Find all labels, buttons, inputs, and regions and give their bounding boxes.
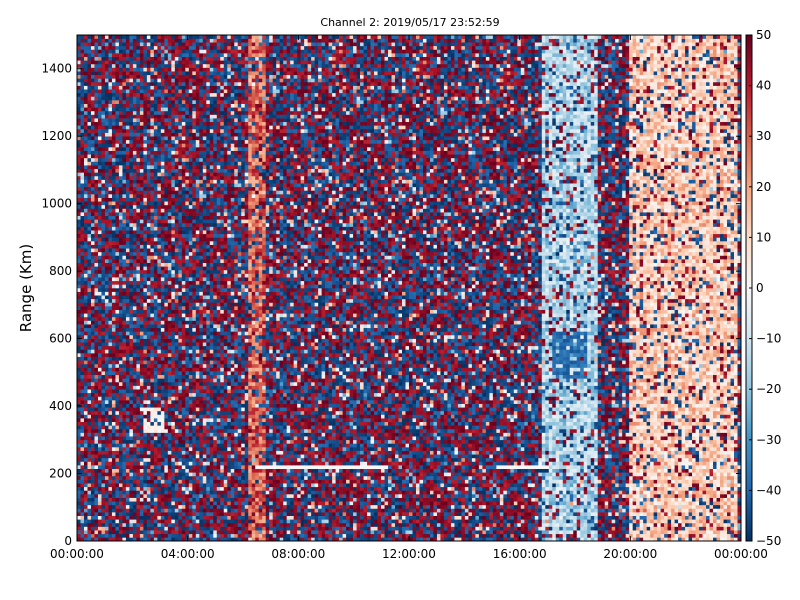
y-tick-label: 1200 bbox=[41, 129, 72, 143]
colorbar-tick-label: −30 bbox=[756, 433, 781, 447]
colorbar-tick-label: −40 bbox=[756, 483, 781, 497]
colorbar-tick-label: 50 bbox=[756, 28, 771, 42]
colorbar-tick-label: 10 bbox=[756, 230, 771, 244]
y-tick-label: 0 bbox=[64, 534, 72, 548]
y-tick-label: 400 bbox=[49, 399, 72, 413]
x-tick-label: 08:00:00 bbox=[271, 547, 325, 561]
y-tick-label: 200 bbox=[49, 467, 72, 481]
x-tick-label: 16:00:00 bbox=[493, 547, 547, 561]
colorbar-tick-label: 30 bbox=[756, 129, 771, 143]
y-axis-label: Range (Km) bbox=[17, 244, 35, 332]
y-tick-label: 1000 bbox=[41, 197, 72, 211]
x-tick-label: 20:00:00 bbox=[603, 547, 657, 561]
x-tick-label: 04:00:00 bbox=[161, 547, 215, 561]
colorbar-tick-label: 40 bbox=[756, 79, 771, 93]
colorbar-tick-label: −50 bbox=[756, 534, 781, 548]
colorbar-tick-label: −10 bbox=[756, 332, 781, 346]
y-tick-label: 800 bbox=[49, 264, 72, 278]
x-tick-label: 12:00:00 bbox=[382, 547, 436, 561]
colorbar-tick-label: 20 bbox=[756, 180, 771, 194]
x-tick-label: 00:00:00 bbox=[50, 547, 104, 561]
heatmap-plot-area bbox=[77, 35, 741, 541]
x-tick-label: 00:00:00 bbox=[714, 547, 768, 561]
y-tick-label: 1400 bbox=[41, 62, 72, 76]
y-tick-label: 600 bbox=[49, 332, 72, 346]
colorbar: 50 40 30 20 10 0 −10 −20 −30 −40 −50 bbox=[746, 28, 781, 548]
chart-title: Channel 2: 2019/05/17 23:52:59 bbox=[320, 16, 499, 29]
colorbar-tick-label: −20 bbox=[756, 382, 781, 396]
colorbar-tick-label: 0 bbox=[756, 281, 764, 295]
